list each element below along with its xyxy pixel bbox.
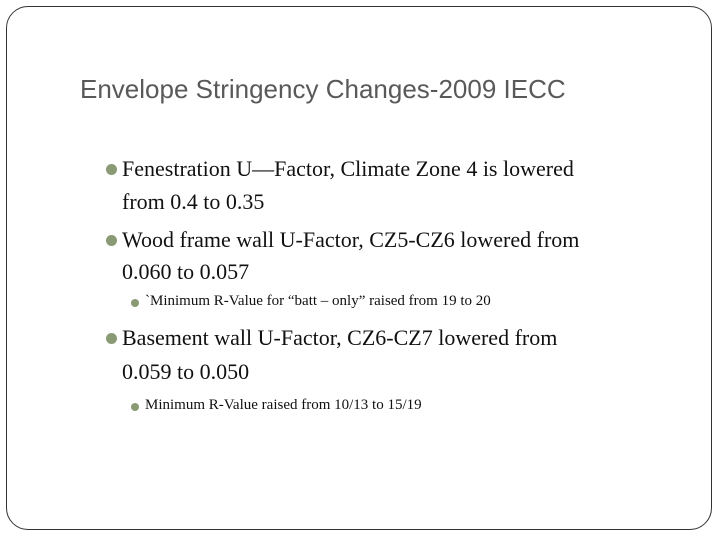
sub-bullet-text: Minimum R-Value raised from 10/13 to 15/… xyxy=(145,397,422,413)
sub-bullet-dot xyxy=(131,299,139,307)
slide-frame xyxy=(6,6,712,530)
bullet-dot xyxy=(106,164,117,175)
bullet-text: Wood frame wall U-Factor, CZ5-CZ6 lowere… xyxy=(122,227,580,252)
bullet-dot xyxy=(106,235,117,246)
sub-bullet-text: `Minimum R-Value for “batt – only” raise… xyxy=(145,293,491,309)
bullet-text: 0.060 to 0.057 xyxy=(122,259,250,284)
bullet-text: 0.059 to 0.050 xyxy=(122,359,250,384)
bullet-text: from 0.4 to 0.35 xyxy=(122,189,265,214)
bullet-text: Basement wall U-Factor, CZ6-CZ7 lowered … xyxy=(122,325,558,350)
bullet-text: Fenestration U—Factor, Climate Zone 4 is… xyxy=(122,156,574,181)
bullet-dot xyxy=(106,333,117,344)
sub-bullet-dot xyxy=(131,403,139,411)
slide-title: Envelope Stringency Changes-2009 IECC xyxy=(80,74,566,104)
